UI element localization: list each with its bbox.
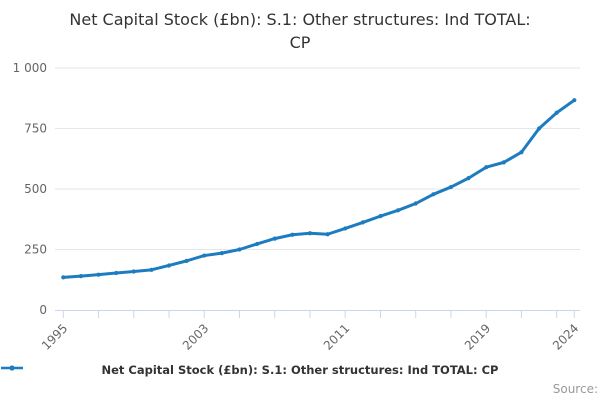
data-point[interactable] [343, 226, 348, 231]
chart-title-line2: CP [289, 33, 311, 52]
data-point[interactable] [307, 231, 313, 236]
data-point[interactable] [572, 98, 577, 103]
legend-item[interactable]: Net Capital Stock (£bn): S.1: Other stru… [0, 363, 600, 377]
data-point[interactable] [448, 184, 454, 190]
data-point[interactable] [166, 263, 172, 268]
data-point[interactable] [202, 253, 207, 258]
y-axis-tick-label: 750 [24, 122, 47, 136]
data-point[interactable] [184, 258, 189, 263]
y-axis-tick-label: 0 [39, 303, 47, 317]
y-axis-tick-label: 1 000 [13, 61, 47, 75]
legend-line-marker-icon [1, 365, 23, 371]
data-point[interactable] [255, 241, 260, 247]
data-point[interactable] [237, 247, 242, 252]
data-point[interactable] [96, 272, 101, 277]
x-axis-tick-label: 2024 [550, 321, 581, 352]
data-point[interactable] [519, 150, 524, 155]
y-axis-tick-label: 250 [24, 243, 47, 257]
x-axis-tick-label: 1995 [39, 321, 70, 352]
data-point[interactable] [272, 236, 277, 241]
data-point[interactable] [431, 192, 436, 197]
data-point[interactable] [413, 201, 418, 206]
data-point[interactable] [378, 214, 383, 219]
chart-title-line1: Net Capital Stock (£bn): S.1: Other stru… [69, 10, 531, 29]
data-point[interactable] [149, 267, 154, 272]
series-line [61, 98, 576, 279]
source-label: Source: [552, 382, 598, 396]
data-point[interactable] [131, 269, 136, 274]
data-point[interactable] [536, 126, 542, 131]
data-point[interactable] [554, 110, 559, 115]
data-point[interactable] [395, 208, 401, 213]
chart-title: Net Capital Stock (£bn): S.1: Other stru… [30, 8, 570, 54]
data-point[interactable] [219, 251, 224, 256]
data-point[interactable] [61, 275, 66, 280]
x-axis-tick-label: 2003 [180, 321, 211, 352]
y-axis-tick-label: 500 [24, 182, 47, 196]
data-point[interactable] [114, 270, 119, 276]
data-point[interactable] [325, 232, 330, 237]
data-point[interactable] [78, 274, 84, 279]
legend-label: Net Capital Stock (£bn): S.1: Other stru… [101, 363, 499, 377]
data-point[interactable] [501, 160, 506, 165]
data-point[interactable] [466, 176, 471, 181]
x-axis-tick-label: 2019 [462, 321, 493, 352]
data-point[interactable] [290, 232, 295, 237]
x-axis-tick-label: 2011 [321, 321, 352, 352]
data-point[interactable] [484, 165, 489, 170]
data-point[interactable] [360, 220, 365, 225]
